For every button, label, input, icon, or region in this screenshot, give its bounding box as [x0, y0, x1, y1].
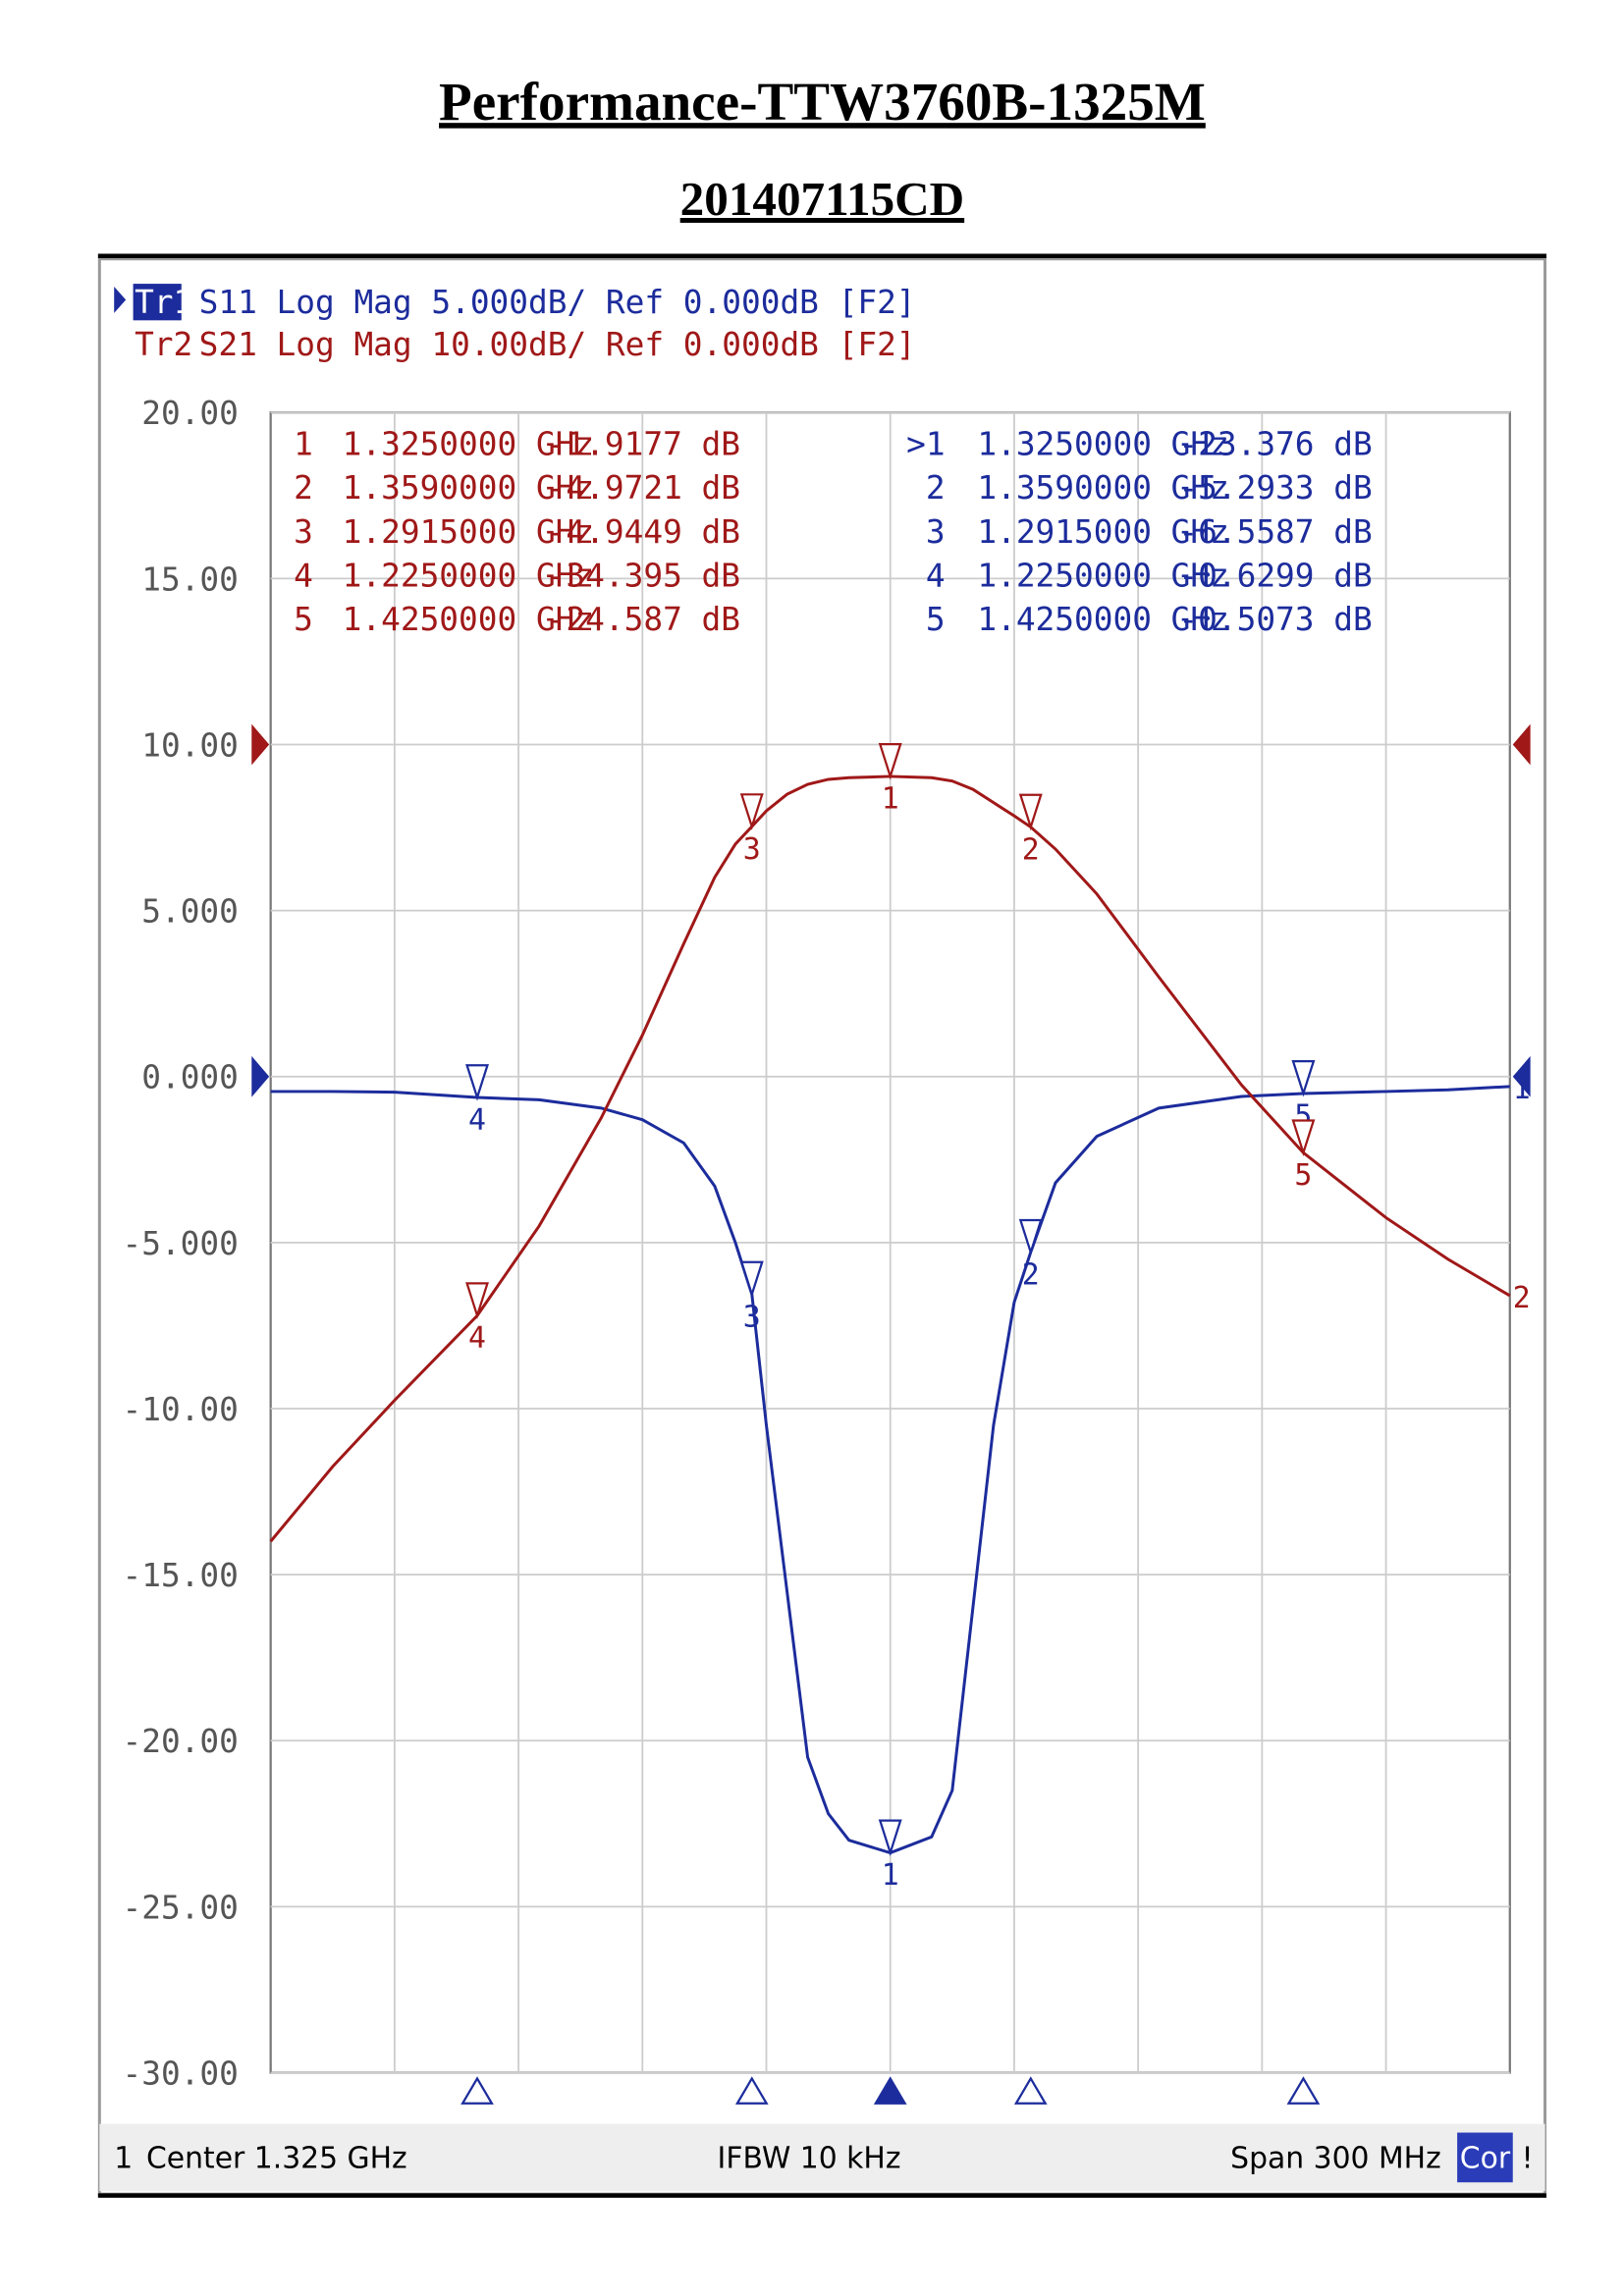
- marker-tag: 4: [468, 1103, 486, 1138]
- marker-id: 1: [294, 425, 313, 462]
- marker-id: 4: [926, 558, 946, 595]
- marker-value: -4.9449 dB: [547, 513, 740, 551]
- y-tick-label: -5.000: [123, 1225, 239, 1262]
- marker-tag: 4: [468, 1321, 486, 1356]
- marker-triangle: [878, 1819, 902, 1857]
- trace-end-label: 1: [1513, 1072, 1531, 1106]
- marker-id: 2: [294, 469, 313, 507]
- stimulus-triangle: [734, 2076, 769, 2105]
- marker-value: -23.376 dB: [1178, 425, 1372, 462]
- marker-triangle: [1291, 1059, 1316, 1097]
- cor-box: [1457, 2132, 1513, 2183]
- marker-tag: 5: [1294, 1158, 1312, 1193]
- active-indicator: [114, 287, 127, 313]
- y-tick-label: -10.00: [123, 1391, 239, 1428]
- marker-value: -5.2933 dB: [1178, 469, 1372, 507]
- marker-triangle: [878, 742, 902, 780]
- marker-tag: 3: [743, 832, 761, 867]
- marker-triangle: [739, 1260, 764, 1299]
- trace-name: Tr2: [135, 326, 192, 363]
- marker-value: -34.395 dB: [547, 558, 740, 595]
- footer-cor: Cor: [1460, 2141, 1511, 2175]
- marker-frequency: 1.3590000 GHz: [343, 469, 594, 507]
- marker-id: 5: [294, 601, 313, 638]
- footer-flag: !: [1522, 2141, 1534, 2175]
- ref-arrow-left: [251, 1055, 270, 1097]
- footer-channel: 1: [114, 2141, 133, 2175]
- stimulus-triangle: [1286, 2076, 1321, 2105]
- y-tick-label: -30.00: [123, 2055, 239, 2092]
- y-tick-label: 5.000: [141, 893, 239, 931]
- y-tick-label: 15.00: [141, 561, 239, 598]
- marker-id: 3: [294, 513, 313, 551]
- marker-triangle: [1018, 793, 1043, 831]
- marker-triangle: [465, 1282, 489, 1319]
- marker-triangle: [1291, 1119, 1316, 1156]
- trace-line: [269, 774, 1511, 1543]
- trace-header: S11 Log Mag 5.000dB/ Ref 0.000dB [F2]: [199, 284, 916, 321]
- marker-value: -0.6299 dB: [1178, 558, 1372, 595]
- marker-id: 4: [294, 558, 313, 595]
- ref-arrow-right: [1512, 1055, 1531, 1097]
- ref-arrow-right: [1512, 723, 1531, 766]
- active-trace-box: [133, 284, 182, 321]
- marker-value: -24.587 dB: [547, 601, 740, 638]
- marker-frequency: 1.2915000 GHz: [343, 513, 594, 551]
- marker-value: -0.5073 dB: [1178, 601, 1372, 638]
- marker-tag: 2: [1022, 832, 1040, 867]
- y-tick-label: 10.00: [141, 726, 239, 764]
- trace-name: Tr1: [135, 284, 192, 321]
- marker-value: -6.5587 dB: [1178, 513, 1372, 551]
- stimulus-triangle: [1013, 2076, 1048, 2105]
- marker-triangle: [465, 1064, 489, 1101]
- marker-frequency: 1.2250000 GHz: [977, 558, 1228, 595]
- trace-header: S21 Log Mag 10.00dB/ Ref 0.000dB [F2]: [199, 326, 916, 363]
- y-tick-label: -25.00: [123, 1889, 239, 1926]
- marker-frequency: 1.2250000 GHz: [343, 558, 594, 595]
- marker-id: 5: [926, 601, 946, 638]
- y-tick-label: -15.00: [123, 1557, 239, 1594]
- marker-id: 2: [926, 469, 946, 507]
- marker-frequency: 1.3590000 GHz: [977, 469, 1228, 507]
- footer-center: Center 1.325 GHz: [146, 2141, 407, 2175]
- marker-frequency: 1.2915000 GHz: [977, 513, 1228, 551]
- y-tick-label: -20.00: [123, 1723, 239, 1760]
- marker-frequency: 1.4250000 GHz: [343, 601, 594, 638]
- marker-id: >1: [906, 425, 945, 462]
- marker-id: 3: [926, 513, 946, 551]
- trace-line: [270, 1085, 1510, 1855]
- chart-subtitle: 201407115CD: [680, 172, 964, 226]
- footer-bar: [99, 2123, 1545, 2192]
- marker-frequency: 1.3250000 GHz: [343, 425, 594, 462]
- marker-value: -1.9177 dB: [547, 425, 740, 462]
- marker-tag: 1: [882, 782, 899, 817]
- marker-triangle: [739, 793, 764, 830]
- chart-title: Performance-TTW3760B-1325M: [439, 72, 1206, 132]
- marker-value: -4.9721 dB: [547, 469, 740, 507]
- stimulus-triangle: [873, 2076, 907, 2105]
- footer-ifbw: IFBW 10 kHz: [718, 2141, 901, 2175]
- marker-tag: 1: [882, 1858, 899, 1893]
- y-tick-label: 0.000: [141, 1059, 239, 1096]
- stimulus-triangle: [460, 2076, 494, 2105]
- marker-frequency: 1.3250000 GHz: [977, 425, 1228, 462]
- marker-frequency: 1.4250000 GHz: [977, 601, 1228, 638]
- marker-tag: 3: [743, 1300, 761, 1334]
- trace-end-label: 2: [1513, 1281, 1531, 1315]
- ref-arrow-left: [251, 723, 270, 766]
- footer-span: Span 300 MHz: [1230, 2141, 1441, 2175]
- marker-triangle: [1018, 1218, 1043, 1256]
- y-tick-label: 20.00: [141, 395, 239, 432]
- marker-tag: 2: [1022, 1258, 1040, 1293]
